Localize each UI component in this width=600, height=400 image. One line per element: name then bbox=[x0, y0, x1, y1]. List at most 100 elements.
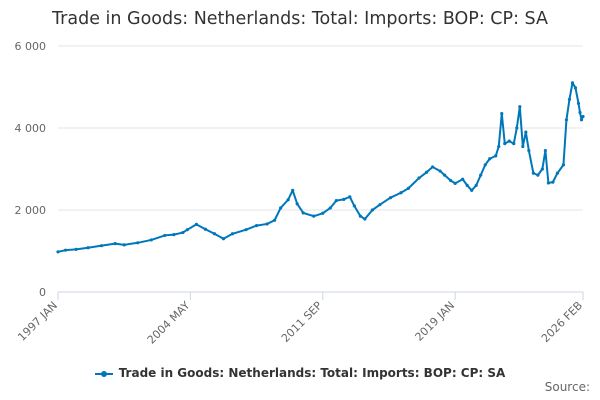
data-point[interactable] bbox=[291, 188, 295, 192]
data-point[interactable] bbox=[86, 246, 90, 250]
data-point[interactable] bbox=[100, 244, 104, 248]
data-point[interactable] bbox=[465, 183, 469, 187]
data-point[interactable] bbox=[417, 176, 421, 180]
data-point[interactable] bbox=[507, 139, 511, 143]
data-point[interactable] bbox=[521, 144, 525, 149]
x-axis: 1997 JAN 2004 MAY 2011 SEP 2019 JAN 2026 FEB bbox=[15, 291, 585, 347]
data-point[interactable] bbox=[449, 178, 453, 183]
data-point[interactable] bbox=[301, 211, 305, 215]
data-point[interactable] bbox=[540, 167, 544, 171]
data-point[interactable] bbox=[399, 191, 403, 195]
data-point[interactable] bbox=[438, 169, 442, 173]
x-tick-label: 2004 MAY bbox=[145, 299, 193, 347]
data-point[interactable] bbox=[453, 181, 457, 185]
data-point[interactable] bbox=[479, 173, 483, 177]
data-point[interactable] bbox=[515, 126, 519, 130]
data-point[interactable] bbox=[363, 217, 367, 221]
data-point[interactable] bbox=[576, 101, 581, 105]
data-point[interactable] bbox=[424, 170, 429, 174]
data-point[interactable] bbox=[581, 114, 585, 119]
grid-lines bbox=[58, 45, 583, 293]
data-point[interactable] bbox=[312, 214, 316, 218]
source-label: Source: bbox=[544, 380, 590, 394]
data-point[interactable] bbox=[63, 248, 68, 252]
data-point[interactable] bbox=[328, 206, 332, 210]
data-point[interactable] bbox=[149, 238, 153, 242]
data-point[interactable] bbox=[122, 243, 126, 247]
data-point[interactable] bbox=[564, 118, 569, 122]
data-point[interactable] bbox=[352, 204, 356, 208]
x-tick-label: 2019 JAN bbox=[412, 299, 457, 344]
data-point[interactable] bbox=[279, 206, 283, 210]
data-point[interactable] bbox=[254, 223, 259, 228]
y-tick-label: 0 bbox=[39, 286, 46, 299]
data-point[interactable] bbox=[551, 180, 555, 184]
data-point[interactable] bbox=[536, 173, 540, 177]
data-point[interactable] bbox=[497, 144, 501, 149]
data-point[interactable] bbox=[74, 247, 78, 251]
data-point[interactable] bbox=[273, 218, 277, 222]
data-point[interactable] bbox=[56, 250, 60, 254]
data-point[interactable] bbox=[370, 208, 374, 212]
data-point[interactable] bbox=[494, 154, 498, 158]
chart-title: Trade in Goods: Netherlands: Total: Impo… bbox=[52, 9, 548, 29]
legend[interactable]: Trade in Goods: Netherlands: Total: Impo… bbox=[0, 366, 600, 380]
data-point[interactable] bbox=[342, 197, 346, 201]
data-point[interactable] bbox=[185, 228, 189, 232]
data-point[interactable] bbox=[172, 233, 176, 237]
data-point[interactable] bbox=[474, 183, 478, 187]
data-point[interactable] bbox=[503, 141, 507, 146]
y-tick-label: 2 000 bbox=[15, 204, 47, 217]
x-tick-label: 2011 SEP bbox=[279, 299, 325, 345]
plot-area bbox=[56, 81, 585, 254]
data-point[interactable] bbox=[388, 196, 393, 200]
x-tick-label: 1997 JAN bbox=[15, 299, 60, 344]
y-axis: 0 2 000 4 000 6 000 bbox=[15, 40, 47, 299]
series-line bbox=[57, 81, 584, 253]
data-point[interactable] bbox=[488, 157, 492, 161]
data-point[interactable] bbox=[163, 233, 167, 238]
data-point[interactable] bbox=[286, 198, 290, 202]
data-point[interactable] bbox=[579, 118, 584, 122]
data-point[interactable] bbox=[546, 181, 551, 185]
data-point[interactable] bbox=[500, 112, 504, 116]
data-point[interactable] bbox=[430, 165, 435, 169]
data-point[interactable] bbox=[527, 148, 531, 153]
data-point[interactable] bbox=[265, 222, 269, 226]
data-point[interactable] bbox=[221, 237, 226, 241]
data-point[interactable] bbox=[334, 198, 338, 203]
data-point[interactable] bbox=[461, 177, 465, 181]
y-tick-label: 6 000 bbox=[15, 40, 47, 53]
data-point[interactable] bbox=[136, 241, 140, 245]
data-point[interactable] bbox=[524, 130, 528, 134]
data-point[interactable] bbox=[512, 141, 516, 146]
data-point[interactable] bbox=[295, 202, 299, 206]
data-point[interactable] bbox=[321, 211, 325, 215]
data-point[interactable] bbox=[113, 242, 117, 246]
data-point[interactable] bbox=[244, 228, 248, 232]
data-point[interactable] bbox=[578, 110, 582, 115]
data-point[interactable] bbox=[443, 173, 447, 177]
data-point[interactable] bbox=[230, 232, 235, 236]
data-point[interactable] bbox=[181, 230, 185, 235]
data-point[interactable] bbox=[406, 186, 411, 190]
data-point[interactable] bbox=[470, 188, 474, 192]
data-point[interactable] bbox=[570, 81, 575, 85]
data-point[interactable] bbox=[555, 171, 560, 175]
data-point[interactable] bbox=[212, 232, 217, 236]
y-tick-label: 4 000 bbox=[15, 122, 47, 135]
legend-swatch bbox=[94, 368, 113, 380]
data-point[interactable] bbox=[203, 227, 208, 231]
data-point[interactable] bbox=[573, 86, 578, 90]
data-point[interactable] bbox=[348, 195, 352, 199]
data-point[interactable] bbox=[543, 148, 547, 153]
data-point[interactable] bbox=[567, 97, 572, 101]
data-point[interactable] bbox=[483, 163, 487, 167]
data-point[interactable] bbox=[358, 214, 362, 218]
data-point[interactable] bbox=[518, 105, 522, 109]
data-point[interactable] bbox=[531, 171, 535, 175]
data-point[interactable] bbox=[378, 203, 382, 207]
data-point[interactable] bbox=[194, 222, 198, 226]
data-point[interactable] bbox=[561, 163, 566, 167]
